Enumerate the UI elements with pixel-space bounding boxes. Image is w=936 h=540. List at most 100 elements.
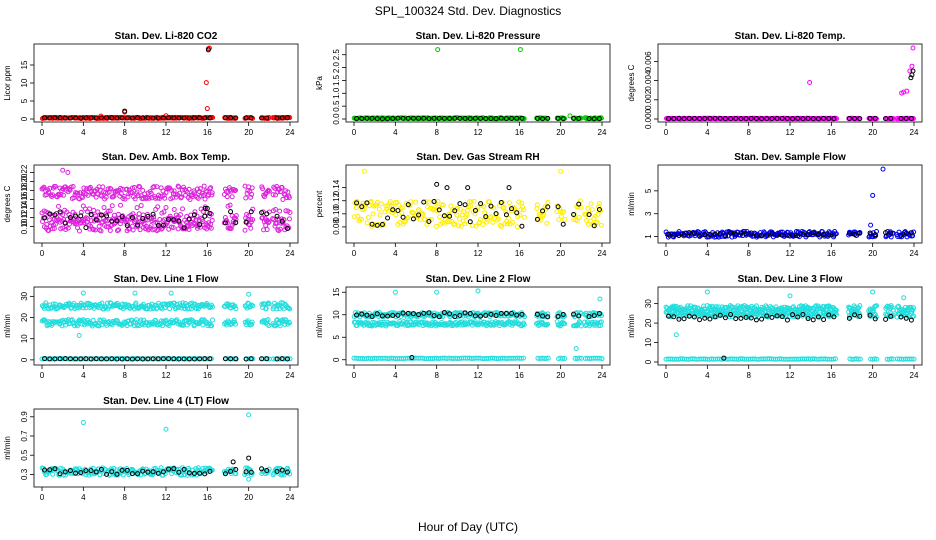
mean-point xyxy=(88,211,94,217)
x-tick-label: 0 xyxy=(664,249,669,258)
mean-point xyxy=(441,115,447,121)
mean-point xyxy=(483,116,489,122)
data-point xyxy=(196,217,202,223)
x-tick-label: 12 xyxy=(162,249,171,258)
mean-point xyxy=(769,116,775,122)
y-tick-label: 5 xyxy=(20,98,29,103)
mean-point xyxy=(784,317,790,323)
data-point-spike xyxy=(435,47,441,53)
data-point xyxy=(556,217,562,223)
mean-point xyxy=(114,218,120,224)
mean-point xyxy=(509,116,515,122)
mean-point xyxy=(488,203,494,209)
data-point xyxy=(370,211,376,217)
mean-point xyxy=(119,214,125,220)
data-point xyxy=(165,302,171,308)
mean-point xyxy=(395,207,401,213)
data-point xyxy=(364,220,370,226)
x-tick-label: 20 xyxy=(868,249,877,258)
data-point xyxy=(107,227,113,233)
mean-point xyxy=(145,115,151,121)
mean-point xyxy=(145,469,151,475)
mean-point xyxy=(452,314,458,320)
data-point xyxy=(562,217,568,223)
mean-point xyxy=(697,116,703,122)
data-point xyxy=(833,311,839,317)
data-point xyxy=(562,321,568,327)
data-point xyxy=(265,187,271,193)
mean-point xyxy=(676,115,682,121)
mean-point xyxy=(176,218,182,224)
mean-point xyxy=(898,232,904,238)
mean-point xyxy=(457,312,463,318)
data-point xyxy=(365,215,371,221)
x-tick-label: 12 xyxy=(474,128,483,137)
data-point xyxy=(516,199,522,205)
y-tick-label: 0.12 xyxy=(20,209,29,225)
mean-point xyxy=(364,115,370,121)
mean-point xyxy=(405,310,411,316)
mean-point xyxy=(728,230,734,236)
data-point xyxy=(819,229,825,235)
data-point xyxy=(109,203,115,209)
mean-point xyxy=(733,316,739,322)
mean-point xyxy=(83,225,89,231)
mean-point xyxy=(467,116,473,122)
mean-point xyxy=(676,316,682,322)
data-point xyxy=(506,200,512,206)
mean-point xyxy=(155,356,161,362)
mean-point xyxy=(722,315,728,321)
data-point xyxy=(71,195,77,201)
mean-point xyxy=(733,231,739,237)
data-point xyxy=(420,212,426,218)
mean-point-spike xyxy=(409,355,415,360)
data-point xyxy=(157,217,163,223)
y-tick-label: 0 xyxy=(644,359,653,364)
mean-point xyxy=(135,115,141,121)
mean-point xyxy=(691,230,697,236)
mean-point xyxy=(540,116,546,122)
data-point-spike xyxy=(168,290,174,296)
data-point-spike xyxy=(787,293,793,299)
y-tick-label: 2.5 xyxy=(332,49,341,61)
mean-point xyxy=(545,204,551,210)
data-point xyxy=(105,208,111,214)
mean-point xyxy=(488,116,494,122)
mean-point xyxy=(62,220,68,226)
y-tick-label: 1 xyxy=(644,234,653,239)
mean-point xyxy=(67,214,73,220)
data-point xyxy=(463,322,469,328)
mean-point xyxy=(83,115,89,121)
x-tick-label: 16 xyxy=(203,493,212,502)
x-tick-label: 8 xyxy=(746,371,751,380)
mean-point xyxy=(591,313,597,319)
mean-point xyxy=(47,356,53,362)
data-point xyxy=(359,216,365,222)
mean-point-spike xyxy=(908,75,914,81)
data-point xyxy=(452,221,458,227)
mean-point xyxy=(410,115,416,121)
data-point xyxy=(133,317,139,323)
data-point xyxy=(278,300,284,306)
data-point xyxy=(458,223,464,229)
mean-point xyxy=(707,232,713,238)
mean-point xyxy=(753,116,759,122)
mean-point xyxy=(197,470,203,476)
mean-point xyxy=(790,232,796,238)
mean-point xyxy=(124,115,130,121)
mean-point xyxy=(431,199,437,205)
data-point xyxy=(514,224,520,230)
mean-point xyxy=(274,115,280,121)
data-point xyxy=(186,306,192,312)
mean-point xyxy=(42,115,48,121)
mean-point xyxy=(467,219,473,225)
mean-point xyxy=(416,115,422,121)
mean-point xyxy=(472,313,478,319)
mean-point xyxy=(119,115,125,121)
mean-point xyxy=(805,232,811,238)
mean-point xyxy=(436,207,442,213)
mean-point xyxy=(145,356,151,362)
data-point xyxy=(874,303,880,309)
mean-point xyxy=(872,232,878,238)
data-point xyxy=(52,184,58,190)
